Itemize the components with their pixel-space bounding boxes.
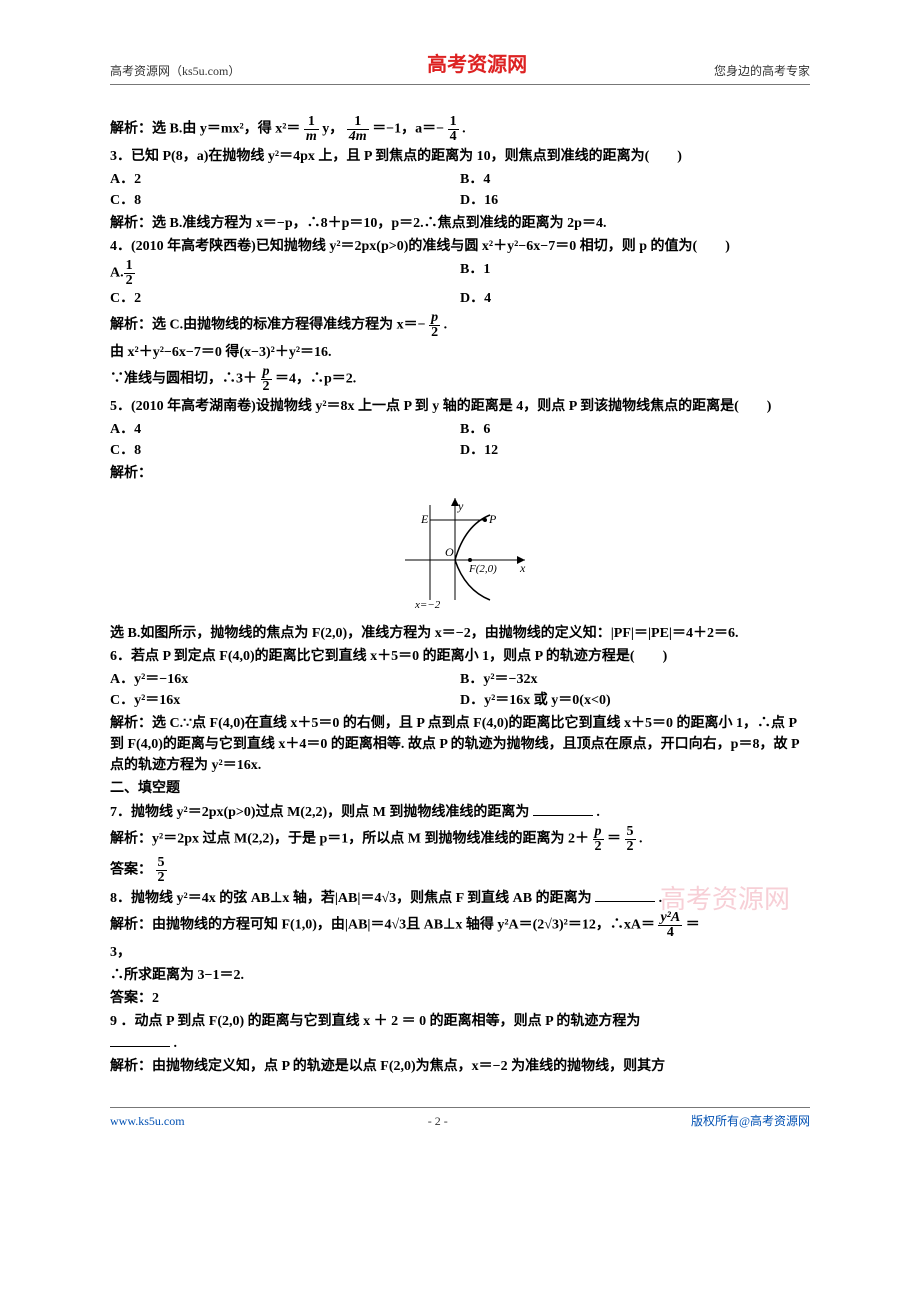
fraction: 1m <box>304 115 319 144</box>
page-header: 高考资源网（ks5u.com） 高考资源网 您身边的高考专家 <box>110 50 810 85</box>
fraction: 14 <box>448 115 459 144</box>
svg-text:E: E <box>420 512 429 526</box>
header-left: 高考资源网（ks5u.com） <box>110 62 240 80</box>
fraction: 14m <box>347 115 369 144</box>
option-a: A．4 <box>110 419 460 440</box>
options-6: A．y²＝−16x B．y²＝−32x C．y²＝16x D．y²＝16x 或 … <box>110 669 810 711</box>
parabola-diagram: E P y x O F(2,0) x=−2 <box>110 490 810 617</box>
option-c: C．y²＝16x <box>110 690 460 711</box>
question-9: 9 ．动点 P 到点 F(2,0) 的距离与它到直线 x ＋ 2 ＝ 0 的距离… <box>110 1011 810 1054</box>
option-b: B．6 <box>460 419 810 440</box>
text: . <box>462 122 466 137</box>
answer-7: 答案： 52 <box>110 856 810 885</box>
option-d: D．12 <box>460 440 810 461</box>
svg-text:O: O <box>445 545 454 559</box>
option-c: C．8 <box>110 440 460 461</box>
option-b: B．y²＝−32x <box>460 669 810 690</box>
page-footer: www.ks5u.com - 2 - 版权所有@高考资源网 <box>110 1107 810 1130</box>
solution-4-l3: ∵准线与圆相切，∴3＋ p2 ＝4，∴p＝2. <box>110 365 810 394</box>
solution-5: 选 B.如图所示，抛物线的焦点为 F(2,0)，准线方程为 x＝−2，由抛物线的… <box>110 623 810 644</box>
svg-text:P: P <box>488 512 497 526</box>
fill-blank <box>533 801 593 816</box>
solution-8-l2: 3， <box>110 942 810 963</box>
question-6: 6．若点 P 到定点 F(4,0)的距离比它到直线 x＋5＝0 的距离小 1，则… <box>110 646 810 667</box>
svg-text:F(2,0): F(2,0) <box>468 563 497 575</box>
svg-text:x=−2: x=−2 <box>414 599 441 610</box>
answer-8: 答案：2 <box>110 988 810 1009</box>
text: ＝−1，a＝− <box>372 122 444 137</box>
option-d: D．16 <box>460 190 810 211</box>
text: 解析：选 B.由 y＝mx²，得 x²＝ <box>110 122 300 137</box>
svg-text:y: y <box>457 499 464 513</box>
question-8: 8．抛物线 y²＝4x 的弦 AB⊥x 轴，若|AB|＝4√3，则焦点 F 到直… <box>110 887 810 909</box>
option-a: A．2 <box>110 169 460 190</box>
solution-2: 解析：选 B.由 y＝mx²，得 x²＝ 1m y， 14m ＝−1，a＝− 1… <box>110 115 810 144</box>
option-d: D．4 <box>460 288 810 309</box>
options-5: A．4 B．6 C．8 D．12 <box>110 419 810 461</box>
header-right: 您身边的高考专家 <box>714 62 810 80</box>
solution-8-l1: 解析：由抛物线的方程可知 F(1,0)，由|AB|＝4√3且 AB⊥x 轴得 y… <box>110 911 810 940</box>
fill-blank <box>110 1032 170 1047</box>
solution-4-l1: 解析：选 C.由抛物线的标准方程得准线方程为 x＝− p2 . <box>110 311 810 340</box>
question-4: 4．(2010 年高考陕西卷)已知抛物线 y²＝2px(p>0)的准线与圆 x²… <box>110 236 810 257</box>
solution-3: 解析：选 B.准线方程为 x＝−p，∴8＋p＝10，p＝2.∴焦点到准线的距离为… <box>110 213 810 234</box>
option-c: C．8 <box>110 190 460 211</box>
solution-8-l3: ∴所求距离为 3−1＝2. <box>110 965 810 986</box>
solution-9: 解析：由抛物线定义知，点 P 的轨迹是以点 F(2,0)为焦点，x＝−2 为准线… <box>110 1056 810 1077</box>
solution-5-label: 解析： <box>110 463 810 484</box>
options-4: A.12 B．1 C．2 D．4 <box>110 259 810 309</box>
option-a: A．y²＝−16x <box>110 669 460 690</box>
option-b: B．4 <box>460 169 810 190</box>
section-2-title: 二、填空题 <box>110 778 810 799</box>
solution-7: 解析：y²＝2px 过点 M(2,2)，于是 p＝1，所以点 M 到抛物线准线的… <box>110 825 810 854</box>
footer-left: www.ks5u.com <box>110 1112 185 1130</box>
option-c: C．2 <box>110 288 460 309</box>
question-7: 7．抛物线 y²＝2px(p>0)过点 M(2,2)，则点 M 到抛物线准线的距… <box>110 801 810 823</box>
solution-4-l2: 由 x²＋y²−6x−7＝0 得(x−3)²＋y²＝16. <box>110 342 810 363</box>
options-3: A．2 B．4 C．8 D．16 <box>110 169 810 211</box>
fill-blank <box>595 887 655 902</box>
option-a: A.12 <box>110 259 460 288</box>
solution-6: 解析：选 C.∵点 F(4,0)在直线 x＋5＝0 的右侧，且 P 点到点 F(… <box>110 713 810 776</box>
text: y， <box>322 122 343 137</box>
option-d: D．y²＝16x 或 y＝0(x<0) <box>460 690 810 711</box>
document-body: 解析：选 B.由 y＝mx²，得 x²＝ 1m y， 14m ＝−1，a＝− 1… <box>110 115 810 1077</box>
header-center: 高考资源网 <box>427 50 527 80</box>
footer-pagenum: - 2 - <box>428 1112 448 1130</box>
option-b: B．1 <box>460 259 810 288</box>
question-3: 3．已知 P(8，a)在抛物线 y²＝4px 上，且 P 到焦点的距离为 10，… <box>110 146 810 167</box>
footer-right: 版权所有@高考资源网 <box>691 1112 810 1130</box>
question-5: 5．(2010 年高考湖南卷)设抛物线 y²＝8x 上一点 P 到 y 轴的距离… <box>110 396 810 417</box>
svg-text:x: x <box>519 561 526 575</box>
